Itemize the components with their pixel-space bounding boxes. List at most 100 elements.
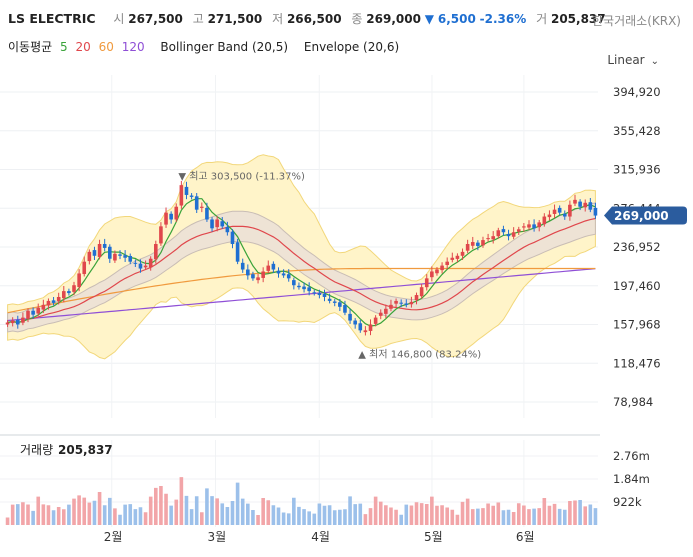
volume-bar bbox=[281, 512, 286, 525]
current-price-tag: 269,000 bbox=[604, 206, 687, 225]
volume-bar bbox=[440, 505, 444, 525]
volume-bar bbox=[378, 501, 383, 525]
volume-bar bbox=[455, 514, 460, 525]
volume-bar bbox=[394, 509, 398, 525]
change-value: 6,500 bbox=[437, 12, 476, 26]
volume-bar bbox=[138, 507, 143, 525]
volume-bar bbox=[10, 504, 15, 525]
volume-bar bbox=[327, 505, 332, 525]
candle bbox=[128, 253, 133, 265]
candle bbox=[404, 299, 409, 308]
volume-bar bbox=[542, 498, 547, 525]
volume-bar bbox=[189, 509, 194, 525]
ma20-line bbox=[7, 217, 596, 324]
volume-bar bbox=[588, 504, 593, 525]
volume-bar bbox=[506, 509, 511, 525]
volume-bar bbox=[235, 482, 240, 525]
volume-bar bbox=[322, 505, 327, 525]
candle bbox=[378, 309, 383, 320]
volume-bar bbox=[143, 512, 148, 525]
candle bbox=[271, 261, 276, 273]
candle bbox=[516, 226, 521, 235]
volume-bar bbox=[61, 509, 66, 525]
ma120-legend[interactable]: 120 bbox=[121, 40, 145, 54]
volume-bar bbox=[292, 497, 296, 525]
candles bbox=[5, 180, 598, 336]
volume-title-value: 205,837 bbox=[58, 443, 113, 457]
envelope-legend[interactable]: Envelope (20,6) bbox=[303, 40, 400, 54]
candle bbox=[527, 220, 531, 230]
candle bbox=[143, 260, 148, 270]
low-label: 저 bbox=[272, 12, 284, 26]
volume-bar bbox=[46, 505, 51, 525]
candle bbox=[327, 293, 332, 304]
candle bbox=[353, 318, 357, 329]
candle bbox=[56, 292, 61, 305]
scale-dropdown[interactable]: Linear ⌄ bbox=[607, 53, 659, 67]
candle bbox=[343, 300, 347, 316]
quote-header: LS ELECTRIC 시 267,500 고 271,500 저 266,50… bbox=[8, 10, 606, 27]
candle bbox=[496, 227, 501, 239]
volume-bar bbox=[102, 505, 107, 525]
high-label: 고 bbox=[192, 12, 204, 26]
volume-bar bbox=[87, 502, 92, 525]
price-tag-text: 269,000 bbox=[614, 209, 669, 223]
candle bbox=[286, 269, 291, 282]
volume-bar bbox=[240, 498, 245, 525]
volume-bar bbox=[562, 509, 567, 525]
ma60-legend[interactable]: 60 bbox=[98, 40, 114, 54]
candle bbox=[363, 326, 368, 336]
candle bbox=[261, 267, 265, 283]
volume-bar bbox=[246, 503, 250, 525]
candle bbox=[394, 298, 398, 308]
candle bbox=[583, 199, 588, 212]
bollinger-legend[interactable]: Bollinger Band (20,5) bbox=[160, 40, 289, 54]
candle bbox=[332, 299, 337, 307]
candle bbox=[123, 250, 127, 262]
volume-title: 거래량 bbox=[20, 443, 53, 457]
candle bbox=[338, 298, 342, 312]
volume-bar bbox=[368, 508, 373, 525]
candle bbox=[532, 219, 536, 232]
volume-bar bbox=[164, 493, 168, 525]
candle bbox=[230, 229, 235, 249]
candle bbox=[460, 248, 465, 261]
candle bbox=[256, 274, 260, 284]
candle bbox=[522, 223, 526, 232]
candle bbox=[138, 259, 143, 273]
candle bbox=[36, 303, 41, 316]
volume-bar bbox=[501, 510, 506, 525]
candle bbox=[148, 256, 153, 271]
stock-name: LS ELECTRIC bbox=[8, 11, 96, 26]
volume-bar bbox=[159, 486, 163, 525]
scale-mode: Linear bbox=[607, 53, 645, 67]
chevron-down-icon: ⌄ bbox=[650, 56, 659, 67]
volume-bar bbox=[363, 514, 368, 525]
candle bbox=[82, 256, 87, 277]
indicator-legend[interactable]: 이동평균 5 20 60 120 Bollinger Band (20,5) E… bbox=[8, 38, 403, 55]
volume-bar bbox=[107, 497, 112, 525]
volume-bar bbox=[148, 496, 153, 525]
candle bbox=[41, 299, 46, 313]
candle bbox=[307, 282, 311, 296]
candle bbox=[588, 197, 593, 213]
candle bbox=[46, 298, 51, 310]
volume-bar bbox=[133, 509, 138, 525]
volume-bar bbox=[486, 503, 490, 525]
volume-bar bbox=[169, 505, 173, 525]
volume-bar bbox=[297, 506, 301, 525]
volume-bar bbox=[31, 510, 35, 525]
volume-bar bbox=[552, 503, 557, 525]
ma20-legend[interactable]: 20 bbox=[75, 40, 91, 54]
candle bbox=[97, 239, 102, 260]
volume-value: 205,837 bbox=[550, 12, 606, 26]
candle bbox=[568, 200, 572, 221]
volume-bar bbox=[123, 504, 127, 525]
candle bbox=[194, 192, 199, 214]
volume-bar bbox=[353, 504, 357, 525]
candle bbox=[164, 207, 168, 228]
ma5-legend[interactable]: 5 bbox=[60, 40, 68, 54]
open-value: 267,500 bbox=[128, 12, 183, 26]
candle bbox=[547, 210, 552, 221]
